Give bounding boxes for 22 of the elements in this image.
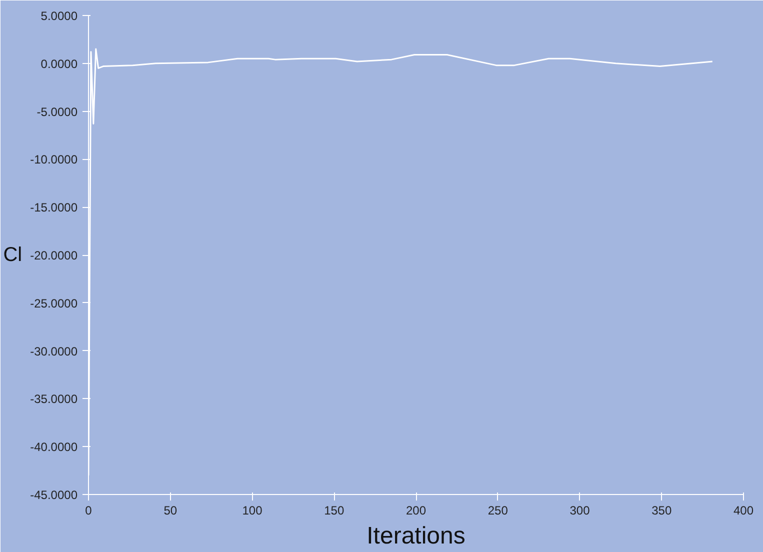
x-tick-label: 50 bbox=[164, 504, 178, 518]
x-tick-label: 350 bbox=[652, 504, 672, 518]
y-tick-label: 5.0000 bbox=[40, 9, 78, 23]
y-tick-label: -25.0000 bbox=[30, 296, 78, 310]
y-tick-label: -15.0000 bbox=[30, 200, 78, 215]
y-axis-title: Cl bbox=[3, 244, 22, 266]
x-tick-label: 150 bbox=[324, 504, 344, 518]
y-tick-label: -45.0000 bbox=[30, 488, 78, 502]
y-tick-label: 0.0000 bbox=[40, 56, 78, 71]
x-tick-label: 400 bbox=[733, 504, 754, 518]
y-tick-label: -20.0000 bbox=[30, 248, 78, 262]
x-tick-label: 250 bbox=[488, 504, 508, 518]
x-tick-label: 0 bbox=[85, 504, 92, 518]
x-axis-title: Iterations bbox=[366, 522, 466, 550]
x-tick-label: 100 bbox=[242, 504, 263, 518]
y-tick-label: -35.0000 bbox=[30, 392, 78, 406]
y-tick-label: -30.0000 bbox=[30, 344, 78, 358]
x-tick-label: 200 bbox=[406, 504, 426, 518]
y-tick-label: -10.0000 bbox=[30, 152, 78, 167]
y-tick-label: -40.0000 bbox=[30, 440, 78, 454]
y-tick-label: -5.0000 bbox=[36, 104, 78, 119]
x-tick-label: 300 bbox=[570, 504, 590, 518]
